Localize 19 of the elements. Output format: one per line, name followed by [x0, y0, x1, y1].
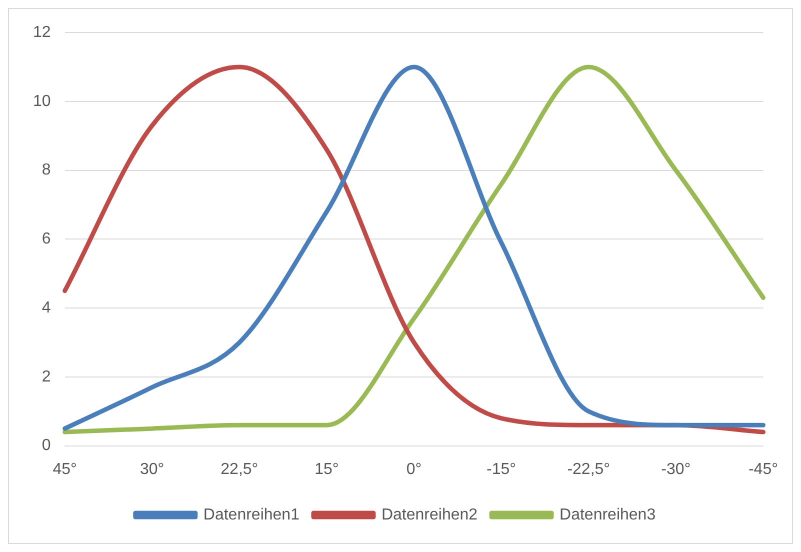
legend-label: Datenreihen3 — [560, 506, 656, 524]
x-tick-label: 22,5° — [220, 460, 258, 478]
legend-label: Datenreihen2 — [381, 506, 478, 524]
y-tick-label: 2 — [42, 368, 51, 386]
y-tick-label: 12 — [33, 24, 51, 42]
x-tick-label: 15° — [314, 460, 339, 478]
x-tick-label: -22,5° — [567, 460, 610, 478]
y-tick-label: 10 — [33, 92, 51, 110]
y-tick-label: 6 — [42, 230, 51, 248]
x-tick-label: 30° — [140, 460, 164, 478]
y-tick-label: 8 — [42, 162, 51, 179]
y-tick-label: 0 — [42, 437, 51, 454]
x-tick-label: -45° — [748, 460, 778, 478]
x-tick-label: -15° — [486, 460, 516, 478]
x-tick-label: 0° — [406, 460, 422, 478]
y-tick-label: 4 — [42, 299, 51, 316]
x-tick-label: 45° — [52, 460, 77, 478]
legend-label: Datenreihen1 — [203, 506, 300, 524]
x-tick-label: -30° — [661, 460, 691, 478]
